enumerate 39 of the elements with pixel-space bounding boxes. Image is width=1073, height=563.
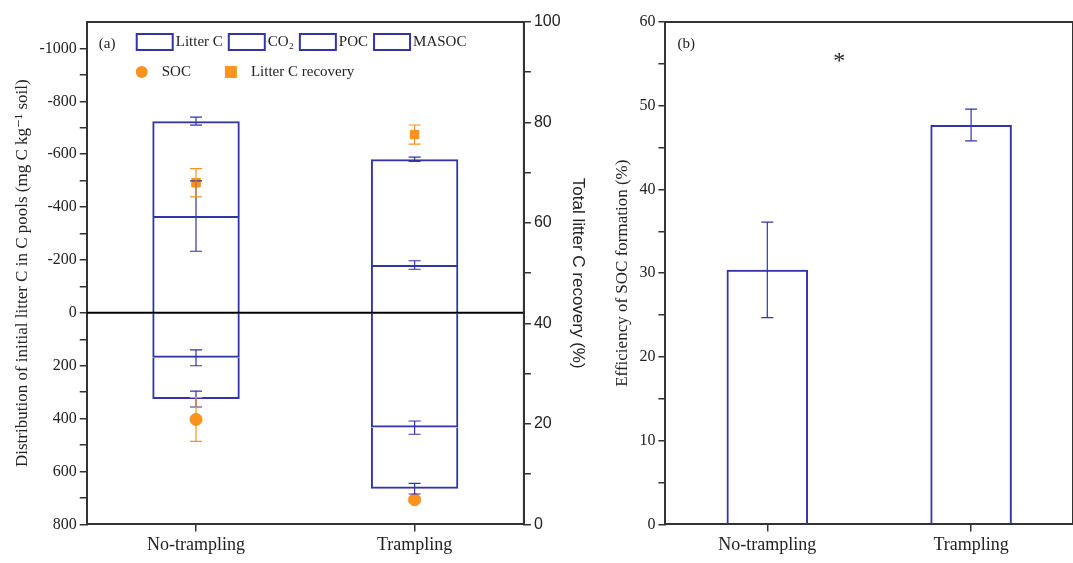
y-axis-title: Efficiency of SOC formation (%) [611, 159, 631, 387]
y2-tick-label: 40 [533, 313, 552, 331]
legend-label: CO₂ [267, 32, 294, 49]
y2-tick-label: 80 [533, 112, 552, 130]
y-tick-label: 50 [639, 95, 656, 113]
y-tick-label: -200 [47, 250, 77, 268]
y-tick-label: 0 [68, 303, 77, 321]
x-tick-label: Trampling [376, 533, 453, 554]
y-tick-label: 60 [639, 12, 656, 30]
y2-axis-title: Total litter C recovery (%) [569, 177, 589, 369]
y-tick-label: 30 [639, 263, 656, 281]
y-tick-label: 800 [52, 514, 77, 532]
legend-label: MASOC [413, 32, 467, 49]
annotation: (b) [677, 34, 695, 52]
y-tick-label: -400 [47, 197, 77, 215]
y-tick-label: -800 [47, 91, 77, 109]
y-tick-label: 0 [647, 514, 656, 532]
y-tick-label: 40 [639, 179, 656, 197]
y-axis-title: Distribution of initial litter C in C pools (mg C kg⁻¹ soil) [11, 79, 31, 467]
x-tick-label: No-trampling [147, 533, 246, 554]
x-tick-label: Trampling [933, 533, 1009, 554]
y-tick-label: 10 [639, 430, 656, 448]
legend-label: SOC [161, 62, 191, 79]
y-tick-label: 200 [52, 355, 77, 373]
y2-tick-label: 20 [533, 414, 552, 432]
legend-label: POC [338, 32, 369, 49]
y-tick-label: -600 [47, 144, 77, 162]
y2-tick-label: 0 [533, 514, 543, 532]
y2-tick-label: 60 [533, 213, 552, 231]
y-tick-label: 20 [639, 347, 656, 365]
y-tick-label: 600 [52, 461, 77, 479]
x-tick-label: No-trampling [718, 533, 817, 554]
annotation: (a) [98, 34, 116, 52]
y-tick-label: -1000 [39, 38, 77, 56]
legend-label: Litter C [175, 32, 223, 49]
legend-label: Litter C recovery [250, 62, 355, 79]
y-tick-label: 400 [52, 408, 77, 426]
y2-tick-label: 100 [533, 12, 561, 30]
annotation: * [833, 47, 846, 74]
